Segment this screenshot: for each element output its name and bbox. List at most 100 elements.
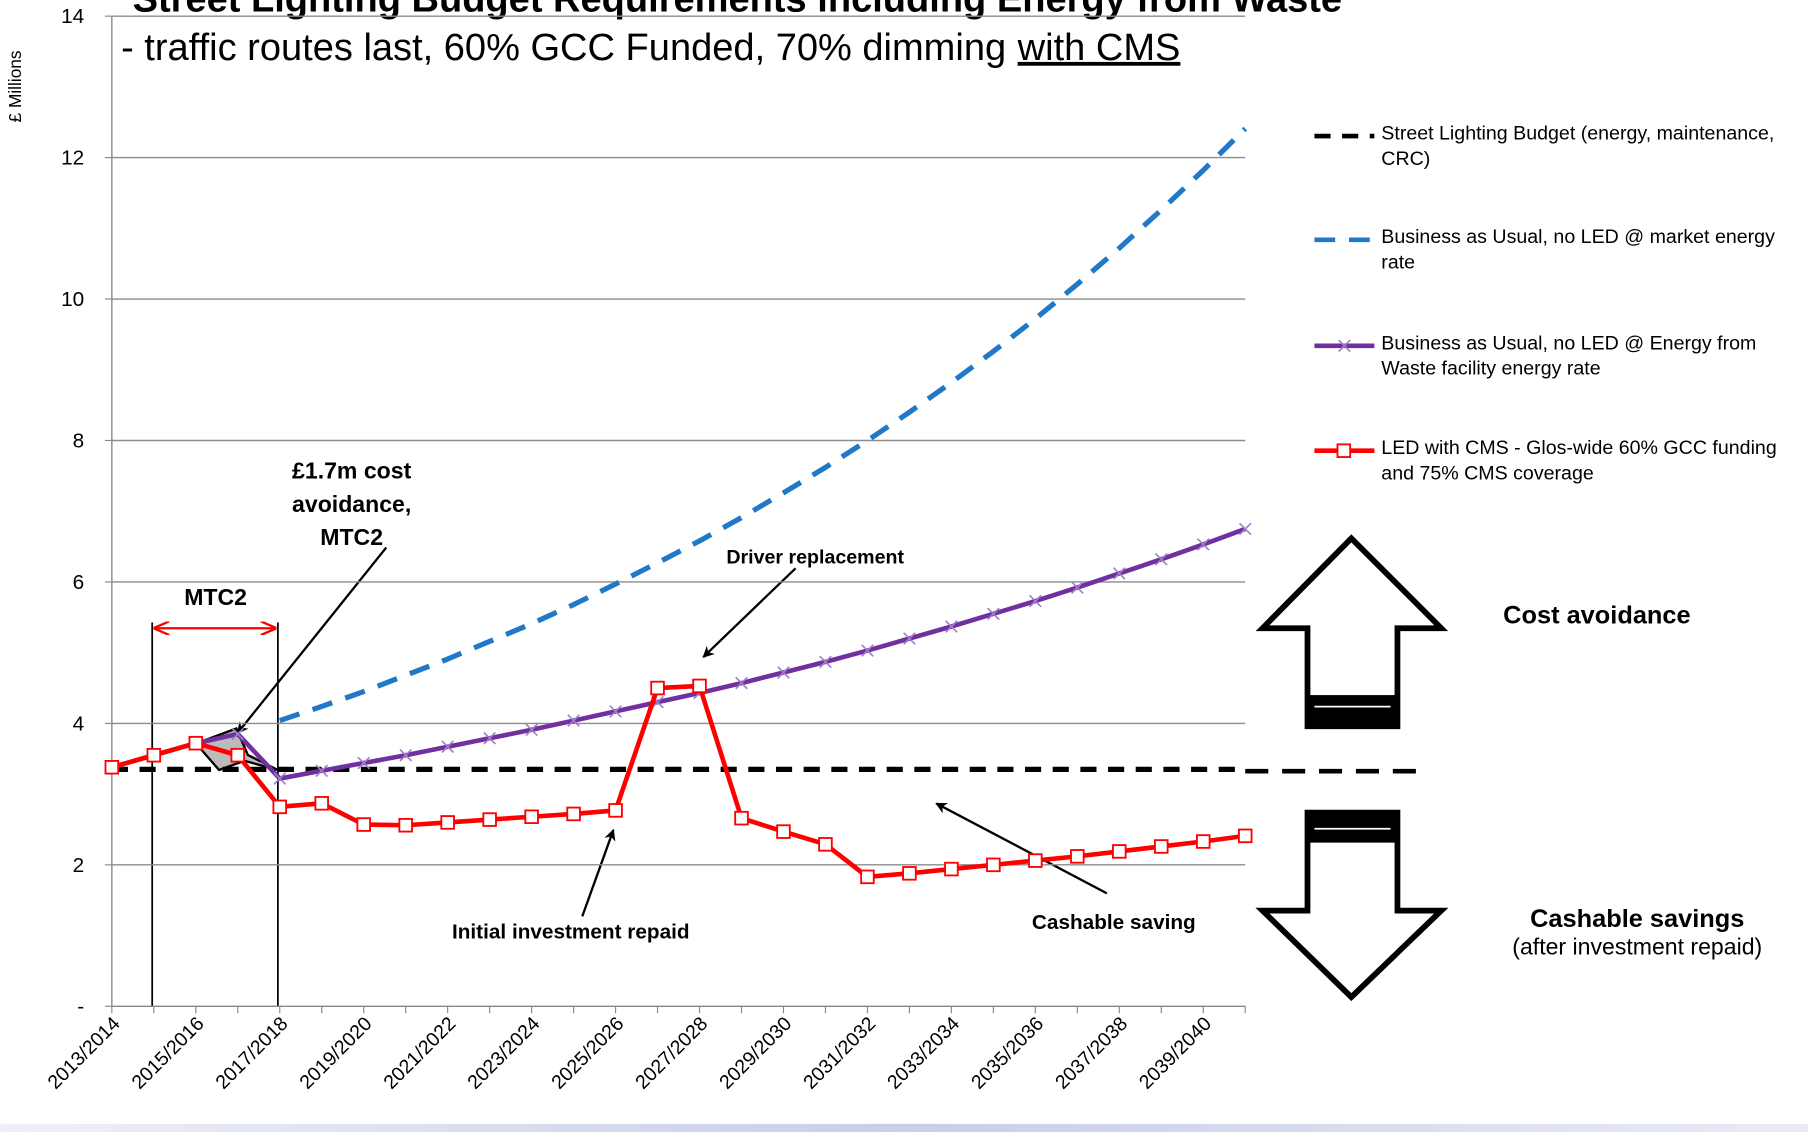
x-tick-label: 2025/2026 — [547, 1013, 628, 1094]
pointer-arrow — [236, 546, 388, 735]
point-marker — [903, 632, 916, 645]
x-tick-label: 2015/2016 — [128, 1013, 209, 1094]
point-marker — [650, 680, 665, 696]
point-marker — [1070, 581, 1084, 594]
pointer-arrow — [581, 828, 616, 917]
point-marker — [524, 809, 539, 825]
point-marker — [398, 817, 413, 833]
point-marker — [987, 607, 1000, 621]
point-marker — [944, 861, 959, 877]
legend-marker — [1338, 339, 1351, 353]
annotation: (after investment repaid) — [1512, 934, 1763, 961]
x-tick-label: 2031/2032 — [799, 1013, 880, 1094]
point-marker — [1237, 828, 1253, 844]
point-marker — [1154, 839, 1169, 854]
arrow-bar — [1307, 695, 1398, 727]
series-line — [111, 683, 1246, 880]
annotation: Cashable savings — [1530, 903, 1745, 933]
point-marker — [399, 748, 413, 762]
x-tick-label: 2033/2034 — [883, 1013, 964, 1094]
annotation: Initial investment repaid — [451, 919, 690, 943]
series-line — [111, 526, 1247, 781]
point-marker — [273, 772, 287, 785]
point-marker — [818, 837, 833, 852]
point-marker — [1029, 594, 1042, 608]
annotation: Cashable saving — [1031, 910, 1196, 934]
y-tick-label: 14 — [61, 5, 84, 28]
legend-entry: Street Lighting Budget (energy, maintena… — [1381, 122, 1775, 170]
point-marker — [356, 817, 371, 832]
subtitle-text: - traffic routes last, 60% GCC Funded, 7… — [121, 27, 1006, 69]
point-marker — [525, 723, 538, 737]
point-marker — [1238, 522, 1252, 536]
y-tick-label: - — [77, 995, 84, 1018]
point-marker — [483, 731, 496, 745]
x-tick-label: 2021/2022 — [379, 1013, 460, 1094]
point-marker — [1196, 538, 1210, 551]
x-tick-label: 2019/2020 — [295, 1013, 376, 1094]
point-marker — [608, 803, 623, 818]
point-marker — [1154, 552, 1168, 566]
point-marker — [735, 676, 748, 690]
point-marker — [315, 764, 329, 778]
x-tick-label: 2013/2014 — [44, 1013, 125, 1094]
point-marker — [314, 796, 329, 811]
series-line — [278, 126, 1248, 724]
point-marker — [1112, 844, 1127, 859]
chart-title: Street Lighting Budget Requirements incl… — [133, 0, 1343, 21]
point-marker — [609, 705, 622, 718]
chart-subtitle: - traffic routes last, 60% GCC Funded, 7… — [121, 27, 1180, 69]
point-marker — [861, 644, 874, 657]
point-marker — [902, 866, 917, 881]
annotation: Driver replacement — [726, 546, 904, 569]
x-tick-label: 2037/2038 — [1051, 1013, 1132, 1094]
point-marker — [441, 740, 454, 754]
legend-entry: LED with CMS - Glos-wide 60% GCC funding… — [1381, 436, 1777, 485]
annotation: MTC2 — [184, 585, 247, 611]
point-marker — [1070, 849, 1085, 864]
y-tick-label: 2 — [73, 854, 85, 877]
annotation: Cost avoidance — [1503, 600, 1691, 630]
point-marker — [692, 678, 707, 694]
y-tick-label: 6 — [73, 571, 85, 594]
legend-marker — [1336, 443, 1352, 458]
y-tick-label: 10 — [61, 288, 84, 311]
bottom-strip — [0, 1123, 1808, 1132]
point-marker — [440, 815, 455, 830]
point-marker — [482, 812, 497, 827]
point-marker — [230, 747, 246, 763]
x-tick-label: 2035/2036 — [967, 1013, 1048, 1094]
y-tick-label: 12 — [61, 147, 84, 170]
y-tick-label: 8 — [73, 429, 85, 452]
point-marker — [1195, 834, 1211, 849]
point-marker — [357, 756, 371, 770]
x-tick-label: 2039/2040 — [1135, 1013, 1216, 1094]
point-marker — [104, 759, 120, 775]
point-marker — [231, 727, 245, 741]
arrow-bar — [1307, 812, 1398, 843]
legend-entry: Business as Usual, no LED @ Energy from … — [1381, 331, 1757, 380]
point-marker — [188, 735, 204, 751]
point-marker — [986, 857, 1001, 873]
x-tick-label: 2029/2030 — [715, 1013, 796, 1094]
point-marker — [734, 810, 749, 826]
point-marker — [776, 824, 791, 839]
x-tick-label: 2017/2018 — [212, 1013, 293, 1094]
point-marker — [860, 869, 875, 885]
point-marker — [819, 655, 832, 669]
subtitle-underlined: with CMS — [1017, 27, 1181, 69]
legend-entry: Business as Usual, no LED @ market energ… — [1381, 225, 1775, 274]
annotation: £1.7m cost avoidance, MTC2 — [292, 458, 412, 551]
x-tick-label: 2023/2024 — [463, 1013, 544, 1094]
point-marker — [1112, 567, 1126, 580]
y-axis-label: £ Millions — [5, 50, 25, 122]
down-arrow — [1255, 809, 1449, 1002]
point-marker — [567, 714, 580, 727]
up-arrow — [1255, 534, 1449, 730]
y-tick-label: 4 — [73, 712, 85, 735]
point-marker — [777, 666, 790, 679]
point-marker — [272, 799, 288, 815]
